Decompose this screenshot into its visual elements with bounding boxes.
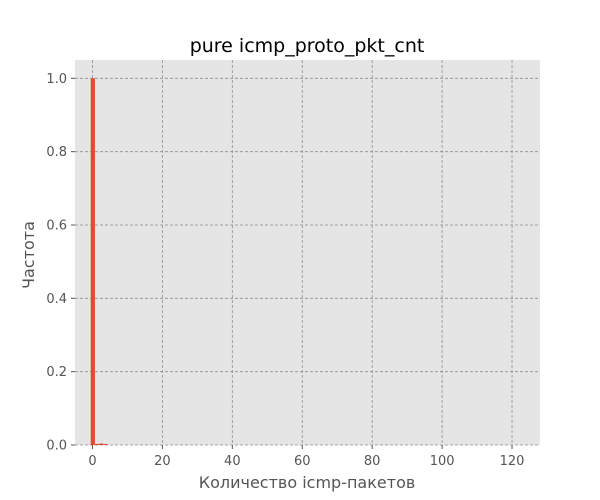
x-tick-label: 40 [224, 454, 241, 469]
y-axis-ticks: 0.0 0.2 0.4 0.6 0.8 1.0 [46, 72, 75, 454]
y-tick-label: 0.4 [46, 292, 67, 307]
x-tick-label: 120 [500, 454, 525, 469]
histogram-bar [99, 443, 104, 445]
y-tick-label: 0.8 [46, 145, 67, 160]
y-tick-label: 1.0 [46, 72, 67, 87]
x-tick-label: 0 [88, 454, 96, 469]
histogram-bar [94, 443, 100, 445]
chart-title: pure icmp_proto_pkt_cnt [190, 35, 425, 57]
x-axis-label: Количество icmp-пакетов [199, 473, 416, 492]
plot-area [75, 60, 540, 445]
x-axis-ticks: 0 20 40 60 80 100 120 [88, 445, 524, 469]
bar-series [90, 78, 108, 445]
histogram-bar [90, 78, 95, 445]
y-axis-label: Частота [19, 221, 38, 289]
y-tick-label: 0.6 [46, 219, 67, 234]
x-tick-label: 80 [364, 454, 381, 469]
grid-lines [75, 60, 540, 446]
histogram-bar [103, 444, 108, 445]
y-tick-label: 0.2 [46, 365, 67, 380]
x-tick-label: 60 [294, 454, 311, 469]
x-tick-label: 100 [430, 454, 455, 469]
y-tick-label: 0.0 [46, 439, 67, 454]
x-tick-label: 20 [154, 454, 171, 469]
